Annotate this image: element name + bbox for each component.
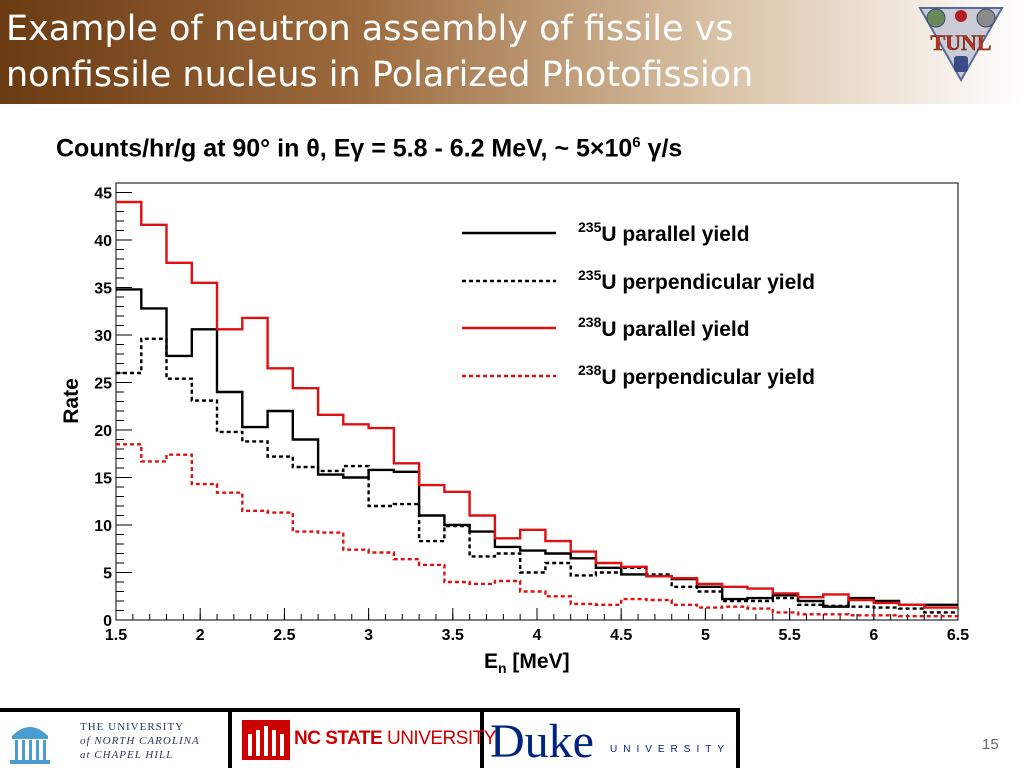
- unc-line1: THE UNIVERSITY: [80, 721, 185, 733]
- y-tick-label: 5: [103, 566, 112, 583]
- chart-title-suffix: γ/s: [640, 134, 683, 163]
- x-tick-label: 3: [364, 627, 373, 644]
- x-tick-label: 3.5: [442, 627, 464, 644]
- footer-separator: [228, 708, 232, 768]
- chart-title-exponent: 6: [632, 134, 641, 151]
- legend-entry-isotope: 235: [578, 219, 602, 235]
- footer-rule: [0, 708, 740, 712]
- x-axis-label-rest: [MeV]: [507, 650, 570, 673]
- x-tick-label: 2.5: [273, 627, 295, 644]
- legend-entry-label: U parallel yield: [601, 223, 749, 246]
- ncsu-wordmark: NC STATE UNIVERSITY: [294, 728, 496, 750]
- series-lines: [116, 200, 958, 618]
- series-line: [116, 337, 958, 614]
- slide-title: Example of neutron assembly of fissile v…: [6, 6, 886, 98]
- x-axis-label-sub: n: [498, 660, 507, 676]
- footer-separator: [736, 708, 740, 768]
- unc-wordmark: THE UNIVERSITY of NORTH CAROLINA at CHAP…: [80, 720, 200, 762]
- ncsu-rest: UNIVERSITY: [382, 728, 497, 749]
- legend-entry-isotope: 238: [578, 362, 602, 378]
- duke-wordmark: Duke: [490, 715, 594, 768]
- legend-entry-label: U perpendicular yield: [601, 366, 815, 389]
- y-tick-label: 45: [94, 186, 112, 203]
- chart-title: Counts/hr/g at 90° in θ, Eγ = 5.8 - 6.2 …: [56, 134, 682, 163]
- x-tick-label: 5.5: [778, 627, 800, 644]
- legend-entry-label: U perpendicular yield: [601, 271, 815, 294]
- x-tick-label: 2: [196, 627, 205, 644]
- tunl-logo: TUNL: [918, 7, 1004, 83]
- x-axis-label-main: E: [484, 650, 498, 673]
- axis-ticks: [115, 182, 959, 621]
- plot-area: 1.5 2 2.5 3 3.5 4 4.5 5 5.5 6 6.5 0 5 10 15 20 25 30 35 40…: [60, 182, 969, 676]
- unc-logo: [10, 727, 50, 764]
- series-line: [116, 200, 958, 609]
- y-tick-label: 25: [94, 376, 112, 393]
- x-axis-label: En [MeV]: [484, 650, 570, 676]
- y-tick-label: 20: [94, 423, 112, 440]
- series-line: [116, 288, 958, 608]
- y-tick-label: 40: [94, 233, 112, 250]
- unc-line2: of NORTH CAROLINA: [80, 735, 200, 747]
- page-number: 15: [982, 736, 999, 753]
- x-tick-label: 6.5: [947, 627, 969, 644]
- x-tick-label: 1.5: [105, 627, 127, 644]
- legend-entry: 235U perpendicular yield: [578, 267, 815, 294]
- chart-title-text: Counts/hr/g at 90° in θ, Eγ = 5.8 - 6.2 …: [56, 134, 633, 163]
- x-tick-labels: 1.5 2 2.5 3 3.5 4 4.5 5 5.5 6 6.5: [105, 627, 969, 644]
- slide-title-line2: nonfissile nucleus in Polarized Photofis…: [6, 55, 754, 95]
- x-tick-label: 4: [533, 627, 542, 644]
- series-line: [116, 443, 958, 618]
- legend-entry-isotope: 235: [578, 267, 602, 283]
- y-tick-label: 30: [94, 328, 112, 345]
- ncsu-bold: NC STATE: [294, 728, 383, 749]
- x-tick-label: 4.5: [610, 627, 632, 644]
- ncsu-logo: [242, 720, 290, 760]
- legend-entry: 238U parallel yield: [578, 314, 750, 341]
- x-tick-label: 5: [701, 627, 710, 644]
- legend-entry-isotope: 238: [578, 314, 602, 330]
- legend-entry: 235U parallel yield: [578, 219, 750, 246]
- svg-text:TUNL: TUNL: [930, 30, 991, 55]
- legend-entry: 238U perpendicular yield: [578, 362, 815, 389]
- footer: THE UNIVERSITY of NORTH CAROLINA at CHAP…: [0, 708, 1024, 768]
- y-tick-label: 10: [94, 518, 112, 535]
- y-tick-label: 15: [94, 471, 112, 488]
- y-tick-label: 35: [94, 281, 112, 298]
- slide-header: Example of neutron assembly of fissile v…: [0, 0, 1024, 104]
- unc-line3: at CHAPEL HILL: [80, 749, 174, 761]
- slide-title-line1: Example of neutron assembly of fissile v…: [6, 9, 734, 49]
- y-tick-label: 0: [103, 613, 112, 630]
- x-tick-label: 6: [869, 627, 878, 644]
- footer-separator: [480, 708, 484, 768]
- y-tick-labels: 0 5 10 15 20 25 30 35 40 45: [94, 186, 112, 631]
- y-axis-label: Rate: [60, 378, 83, 424]
- duke-university-text: UNIVERSITY: [610, 744, 731, 755]
- legend-entry-label: U parallel yield: [601, 318, 749, 341]
